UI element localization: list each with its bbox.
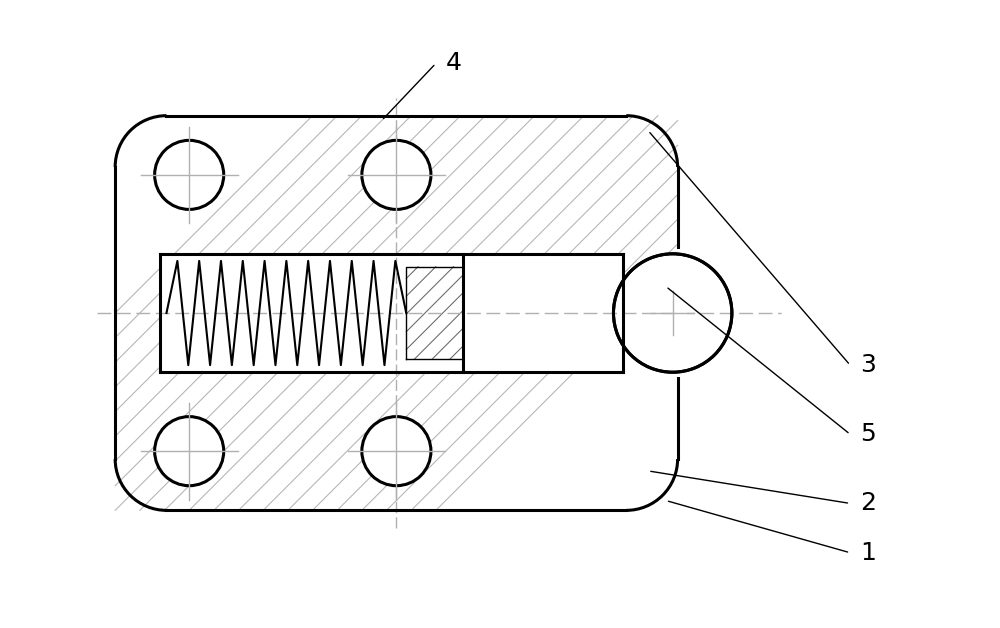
- Circle shape: [155, 140, 224, 209]
- Bar: [673, 249, 687, 377]
- Bar: [406, 267, 463, 359]
- Circle shape: [613, 254, 732, 372]
- Circle shape: [362, 416, 431, 485]
- Bar: [463, 254, 623, 372]
- Text: 2: 2: [860, 492, 876, 516]
- Circle shape: [362, 140, 431, 209]
- FancyBboxPatch shape: [115, 116, 678, 511]
- Text: 1: 1: [860, 541, 876, 565]
- Bar: [160, 254, 623, 372]
- Text: 3: 3: [860, 354, 876, 377]
- Text: 4: 4: [446, 51, 462, 75]
- Text: 5: 5: [860, 423, 876, 447]
- Circle shape: [155, 416, 224, 485]
